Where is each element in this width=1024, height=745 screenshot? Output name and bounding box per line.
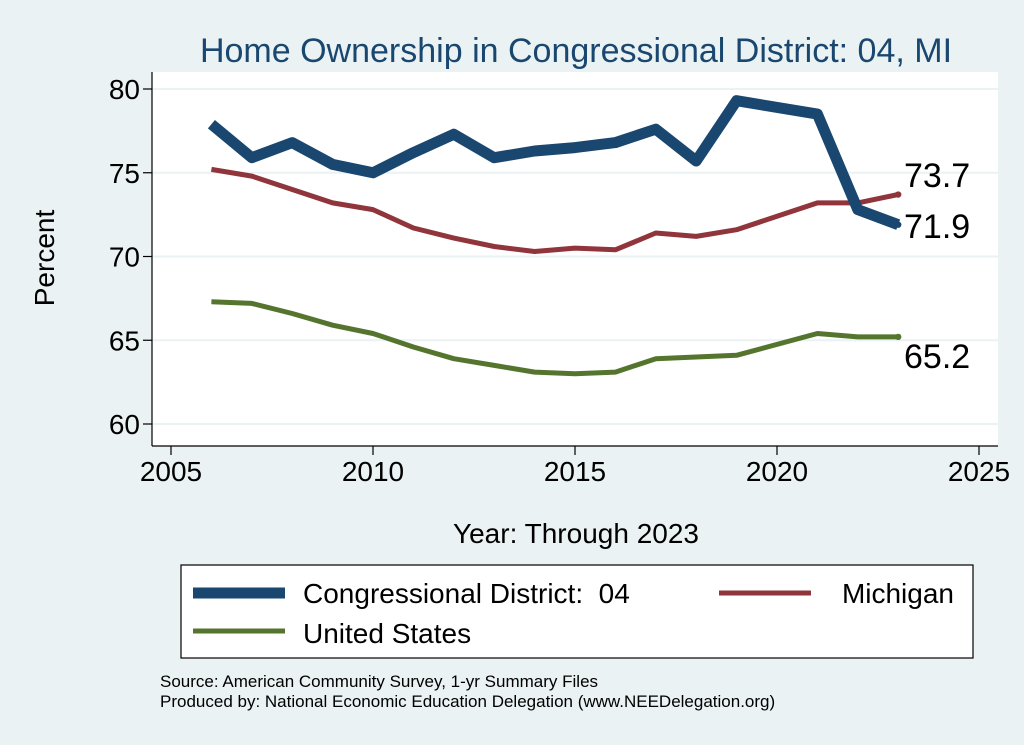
series-end-point — [895, 333, 902, 341]
x-tick-label: 2025 — [948, 456, 1010, 487]
legend-label-michigan: Michigan — [842, 578, 954, 609]
y-axis-label: Percent — [29, 210, 60, 307]
legend-item-district: Congressional District: 04 — [193, 578, 630, 609]
x-tick-label: 2005 — [140, 456, 202, 487]
gridlines — [152, 88, 998, 425]
x-tick-label: 2015 — [544, 456, 606, 487]
x-axis-label: Year: Through 2023 — [453, 518, 699, 549]
producer-note: Produced by: National Economic Education… — [160, 692, 775, 711]
series-lines — [207, 95, 902, 377]
series-line-district — [207, 95, 901, 230]
end-label-united-states: 65.2 — [904, 338, 970, 376]
series-end-point — [895, 221, 902, 228]
plot-area — [152, 72, 998, 446]
series-line-united-states — [211, 299, 899, 377]
end-label-district: 71.9 — [904, 208, 970, 246]
x-tick-label: 2010 — [342, 456, 404, 487]
y-tick-label: 65 — [109, 325, 140, 356]
chart-title: Home Ownership in Congressional District… — [200, 32, 952, 70]
series-line-michigan — [210, 166, 899, 254]
end-label-michigan: 73.7 — [904, 157, 970, 195]
y-tick-label: 70 — [109, 242, 140, 273]
source-note: Source: American Community Survey, 1-yr … — [160, 672, 598, 691]
end-labels: 71.9 73.7 65.2 — [904, 157, 970, 376]
legend-box — [180, 564, 974, 659]
legend-item-united-states: United States — [193, 618, 471, 649]
y-tick-label: 75 — [109, 158, 140, 189]
y-tick-label: 80 — [109, 74, 140, 105]
legend-label-district: Congressional District: 04 — [303, 578, 630, 609]
x-tick-label: 2020 — [746, 456, 808, 487]
series-end-point — [895, 191, 902, 198]
y-axis-ticks: 60 65 70 75 80 — [109, 74, 152, 440]
y-tick-label: 60 — [109, 409, 140, 440]
x-axis-ticks: 2005 2010 2015 2020 2025 — [140, 446, 1010, 487]
legend-label-united-states: United States — [303, 618, 471, 649]
legend-item-michigan: Michigan — [719, 578, 954, 609]
